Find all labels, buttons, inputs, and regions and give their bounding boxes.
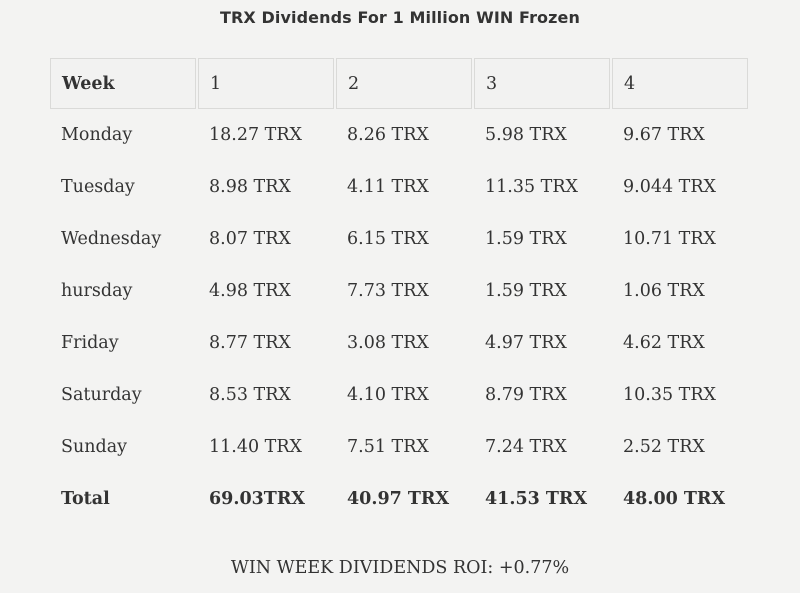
- table-row: Wednesday 8.07 TRX 6.15 TRX 1.59 TRX 10.…: [50, 213, 748, 265]
- table-cell: 4.98 TRX: [209, 281, 291, 301]
- total-cell: 48.00 TRX: [623, 489, 726, 509]
- table-row: hursday 4.98 TRX 7.73 TRX 1.59 TRX 1.06 …: [50, 265, 748, 317]
- table-cell: 8.98 TRX: [209, 177, 291, 197]
- table-cell: 7.73 TRX: [347, 281, 429, 301]
- table-cell: 1.59 TRX: [485, 281, 567, 301]
- roi-summary: WIN WEEK DIVIDENDS ROI: +0.77%: [230, 558, 570, 578]
- table-cell: 1.06 TRX: [623, 281, 705, 301]
- table-cell: 10.71 TRX: [623, 229, 716, 249]
- table-cell: 4.62 TRX: [623, 333, 705, 353]
- table-cell: 1.59 TRX: [485, 229, 567, 249]
- table-cell: 8.79 TRX: [485, 385, 567, 405]
- table-cell: 7.51 TRX: [347, 437, 429, 457]
- table-cell: 5.98 TRX: [485, 125, 567, 145]
- table-row: Friday 8.77 TRX 3.08 TRX 4.97 TRX 4.62 T…: [50, 317, 748, 369]
- total-cell: 69.03TRX: [209, 489, 305, 509]
- table-cell: 8.07 TRX: [209, 229, 291, 249]
- table-cell: 6.15 TRX: [347, 229, 429, 249]
- table-cell: 4.97 TRX: [485, 333, 567, 353]
- total-cell: 40.97 TRX: [347, 489, 450, 509]
- header-cell-week-2: 2: [336, 58, 472, 109]
- table-cell: 10.35 TRX: [623, 385, 716, 405]
- day-label: Wednesday: [61, 229, 162, 249]
- header-cell-week-1: 1: [198, 58, 334, 109]
- day-label: Tuesday: [61, 177, 135, 197]
- table-cell: 8.26 TRX: [347, 125, 429, 145]
- day-label: Saturday: [61, 385, 142, 405]
- table-row: Monday 18.27 TRX 8.26 TRX 5.98 TRX 9.67 …: [50, 109, 748, 161]
- table-cell: 11.40 TRX: [209, 437, 302, 457]
- table-cell: 2.52 TRX: [623, 437, 705, 457]
- table-header-row: Week 1 2 3 4: [50, 58, 748, 109]
- header-cell-week-4: 4: [612, 58, 748, 109]
- table-cell: 11.35 TRX: [485, 177, 578, 197]
- table-cell: 9.67 TRX: [623, 125, 705, 145]
- table-row: Sunday 11.40 TRX 7.51 TRX 7.24 TRX 2.52 …: [50, 421, 748, 473]
- table-row: Saturday 8.53 TRX 4.10 TRX 8.79 TRX 10.3…: [50, 369, 748, 421]
- table-cell: 8.77 TRX: [209, 333, 291, 353]
- table-cell: 4.10 TRX: [347, 385, 429, 405]
- day-label: Monday: [61, 125, 133, 145]
- table-cell: 9.044 TRX: [623, 177, 716, 197]
- day-label: Sunday: [61, 437, 128, 457]
- total-cell: 41.53 TRX: [485, 489, 588, 509]
- table-cell: 4.11 TRX: [347, 177, 429, 197]
- table-row: Tuesday 8.98 TRX 4.11 TRX 11.35 TRX 9.04…: [50, 161, 748, 213]
- day-label: hursday: [61, 281, 133, 301]
- dividends-table: Week 1 2 3 4 Monday 18.27 TRX 8.26 TRX 5…: [48, 58, 750, 525]
- table-cell: 3.08 TRX: [347, 333, 429, 353]
- day-label: Friday: [61, 333, 119, 353]
- table-cell: 8.53 TRX: [209, 385, 291, 405]
- table-cell: 18.27 TRX: [209, 125, 302, 145]
- total-row: Total 69.03TRX 40.97 TRX 41.53 TRX 48.00…: [50, 473, 748, 525]
- header-cell-week-3: 3: [474, 58, 610, 109]
- page-title: TRX Dividends For 1 Million WIN Frozen: [219, 8, 581, 27]
- total-label: Total: [61, 489, 110, 509]
- table-cell: 7.24 TRX: [485, 437, 567, 457]
- header-cell-week: Week: [50, 58, 196, 109]
